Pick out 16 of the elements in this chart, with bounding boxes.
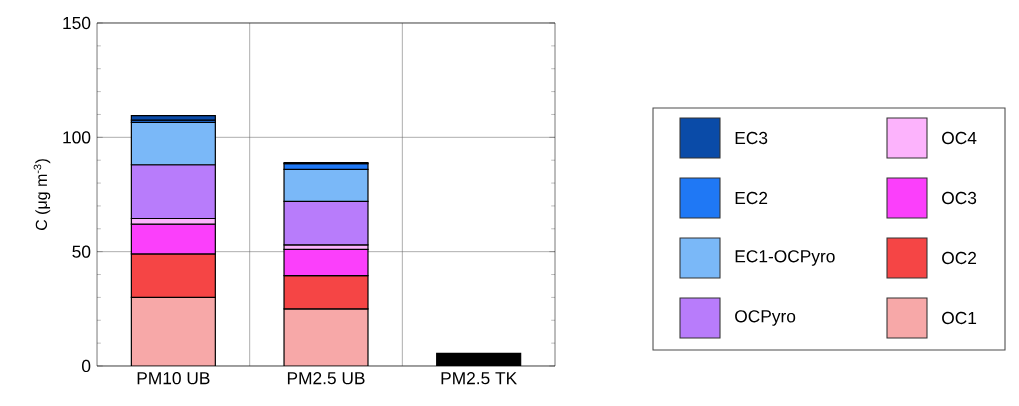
y-tick-label: 100 — [63, 131, 91, 144]
x-tick-label: PM2.5 TK — [441, 372, 517, 385]
y-tick-label: 0 — [82, 359, 91, 373]
legend-label: OC1 — [942, 311, 977, 325]
legend-label: EC3 — [735, 131, 768, 145]
legend-label: OCPyro — [735, 310, 796, 326]
legend-label: EC2 — [735, 191, 768, 205]
legend-label: EC1-OCPyro — [735, 250, 835, 266]
y-axis-title: C (μg m$^{-3}$) — [33, 159, 51, 231]
x-tick-label: PM10 UB — [137, 372, 210, 385]
legend-label: OC3 — [942, 191, 977, 205]
y-tick-label: 50 — [72, 245, 91, 258]
y-tick-label: 150 — [63, 16, 91, 30]
legend-label: OC2 — [942, 251, 977, 265]
x-tick-label: PM2.5 UB — [287, 372, 365, 385]
legend-label: OC4 — [942, 131, 977, 145]
